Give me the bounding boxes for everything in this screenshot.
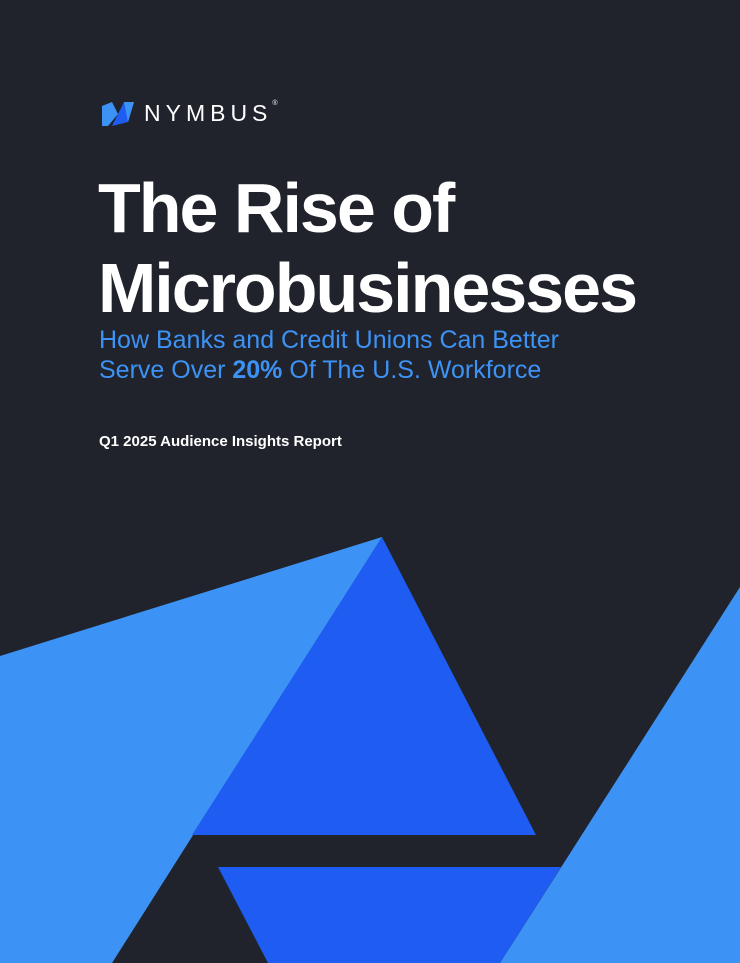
- subtitle-line-2-end: Of The U.S. Workforce: [282, 356, 542, 384]
- subtitle-highlight: 20%: [232, 356, 283, 384]
- report-subtitle: How Banks and Credit Unions Can Better S…: [99, 325, 559, 385]
- title-line-1: The Rise of: [98, 169, 455, 247]
- subtitle-line-1: How Banks and Credit Unions Can Better: [99, 326, 559, 354]
- title-line-2: Microbusinesses: [98, 249, 638, 327]
- nymbus-logo: NYMBUS®: [102, 100, 278, 127]
- brand-name: NYMBUS®: [144, 100, 278, 126]
- subtitle-line-2-start: Serve Over: [99, 356, 233, 384]
- report-title: The Rise of Microbusinesses: [98, 168, 638, 328]
- royal-blue-triangle: [192, 537, 536, 835]
- light-blue-left-shape: [0, 537, 382, 963]
- light-blue-right-shape: [500, 587, 740, 963]
- royal-blue-lower-shape: [218, 867, 561, 963]
- nymbus-logo-icon: [102, 101, 134, 126]
- report-label: Q1 2025 Audience Insights Report: [99, 433, 342, 450]
